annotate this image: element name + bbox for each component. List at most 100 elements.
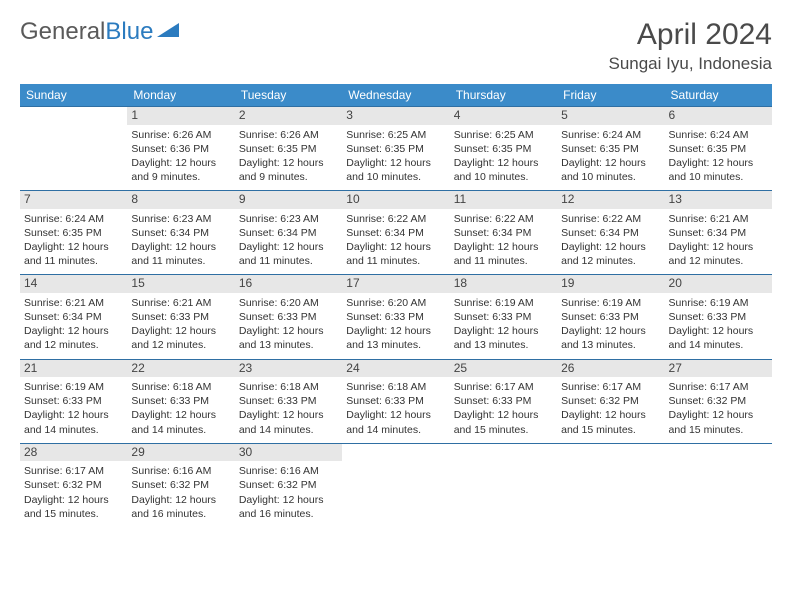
daylight-text: Daylight: 12 hours and 12 minutes.	[131, 324, 230, 352]
sunrise-text: Sunrise: 6:21 AM	[131, 296, 230, 310]
weekday-header: Friday	[557, 84, 664, 107]
sunrise-text: Sunrise: 6:17 AM	[454, 380, 553, 394]
daylight-text: Daylight: 12 hours and 14 minutes.	[669, 324, 768, 352]
sunset-text: Sunset: 6:34 PM	[561, 226, 660, 240]
day-content-cell: Sunrise: 6:17 AMSunset: 6:32 PMDaylight:…	[665, 377, 772, 443]
day-content-cell: Sunrise: 6:22 AMSunset: 6:34 PMDaylight:…	[450, 209, 557, 275]
sunset-text: Sunset: 6:32 PM	[669, 394, 768, 408]
sunrise-text: Sunrise: 6:16 AM	[239, 464, 338, 478]
sunset-text: Sunset: 6:33 PM	[239, 394, 338, 408]
daylight-text: Daylight: 12 hours and 13 minutes.	[561, 324, 660, 352]
day-number-cell: 24	[342, 359, 449, 377]
day-content-cell: Sunrise: 6:24 AMSunset: 6:35 PMDaylight:…	[665, 125, 772, 191]
daylight-text: Daylight: 12 hours and 15 minutes.	[669, 408, 768, 436]
day-content-row: Sunrise: 6:17 AMSunset: 6:32 PMDaylight:…	[20, 461, 772, 527]
sunset-text: Sunset: 6:33 PM	[239, 310, 338, 324]
day-content-cell: Sunrise: 6:18 AMSunset: 6:33 PMDaylight:…	[235, 377, 342, 443]
sunrise-text: Sunrise: 6:22 AM	[346, 212, 445, 226]
daylight-text: Daylight: 12 hours and 15 minutes.	[454, 408, 553, 436]
calendar-body: 123456Sunrise: 6:26 AMSunset: 6:36 PMDay…	[20, 107, 772, 528]
sunset-text: Sunset: 6:33 PM	[561, 310, 660, 324]
title-block: April 2024 Sungai Iyu, Indonesia	[608, 18, 772, 74]
day-number-cell	[557, 443, 664, 461]
day-number-cell: 8	[127, 191, 234, 209]
day-number-cell: 21	[20, 359, 127, 377]
day-number-cell: 3	[342, 107, 449, 125]
calendar-table: Sunday Monday Tuesday Wednesday Thursday…	[20, 84, 772, 527]
day-number-cell: 6	[665, 107, 772, 125]
sunset-text: Sunset: 6:34 PM	[131, 226, 230, 240]
day-number-cell	[342, 443, 449, 461]
day-number-cell: 13	[665, 191, 772, 209]
sunrise-text: Sunrise: 6:23 AM	[131, 212, 230, 226]
day-content-cell: Sunrise: 6:19 AMSunset: 6:33 PMDaylight:…	[665, 293, 772, 359]
sunrise-text: Sunrise: 6:19 AM	[561, 296, 660, 310]
weekday-header: Thursday	[450, 84, 557, 107]
day-content-cell: Sunrise: 6:19 AMSunset: 6:33 PMDaylight:…	[450, 293, 557, 359]
day-number-cell: 14	[20, 275, 127, 293]
day-content-cell: Sunrise: 6:25 AMSunset: 6:35 PMDaylight:…	[450, 125, 557, 191]
sunset-text: Sunset: 6:32 PM	[561, 394, 660, 408]
day-content-cell: Sunrise: 6:26 AMSunset: 6:35 PMDaylight:…	[235, 125, 342, 191]
daylight-text: Daylight: 12 hours and 14 minutes.	[24, 408, 123, 436]
daylight-text: Daylight: 12 hours and 11 minutes.	[454, 240, 553, 268]
daylight-text: Daylight: 12 hours and 11 minutes.	[239, 240, 338, 268]
brand-logo: GeneralBlue	[20, 18, 183, 46]
sunset-text: Sunset: 6:32 PM	[239, 478, 338, 492]
sunrise-text: Sunrise: 6:18 AM	[346, 380, 445, 394]
day-content-cell: Sunrise: 6:20 AMSunset: 6:33 PMDaylight:…	[342, 293, 449, 359]
sunrise-text: Sunrise: 6:26 AM	[131, 128, 230, 142]
day-content-cell	[557, 461, 664, 527]
day-number-cell	[450, 443, 557, 461]
sunrise-text: Sunrise: 6:26 AM	[239, 128, 338, 142]
logo-triangle-icon	[157, 18, 183, 46]
day-content-cell: Sunrise: 6:22 AMSunset: 6:34 PMDaylight:…	[342, 209, 449, 275]
day-number-cell: 27	[665, 359, 772, 377]
day-content-cell	[450, 461, 557, 527]
daylight-text: Daylight: 12 hours and 10 minutes.	[454, 156, 553, 184]
daylight-text: Daylight: 12 hours and 10 minutes.	[669, 156, 768, 184]
daylight-text: Daylight: 12 hours and 11 minutes.	[346, 240, 445, 268]
daylight-text: Daylight: 12 hours and 14 minutes.	[239, 408, 338, 436]
weekday-header: Saturday	[665, 84, 772, 107]
sunrise-text: Sunrise: 6:18 AM	[239, 380, 338, 394]
sunrise-text: Sunrise: 6:21 AM	[669, 212, 768, 226]
day-number-cell: 11	[450, 191, 557, 209]
day-number-cell: 16	[235, 275, 342, 293]
sunrise-text: Sunrise: 6:24 AM	[669, 128, 768, 142]
daylight-text: Daylight: 12 hours and 12 minutes.	[669, 240, 768, 268]
day-number-cell: 30	[235, 443, 342, 461]
sunset-text: Sunset: 6:33 PM	[454, 310, 553, 324]
day-number-cell: 18	[450, 275, 557, 293]
daylight-text: Daylight: 12 hours and 14 minutes.	[131, 408, 230, 436]
sunset-text: Sunset: 6:34 PM	[346, 226, 445, 240]
sunset-text: Sunset: 6:35 PM	[669, 142, 768, 156]
day-content-cell: Sunrise: 6:21 AMSunset: 6:34 PMDaylight:…	[20, 293, 127, 359]
sunrise-text: Sunrise: 6:17 AM	[561, 380, 660, 394]
daylight-text: Daylight: 12 hours and 13 minutes.	[239, 324, 338, 352]
day-content-cell: Sunrise: 6:17 AMSunset: 6:32 PMDaylight:…	[20, 461, 127, 527]
sunset-text: Sunset: 6:33 PM	[346, 394, 445, 408]
day-content-cell: Sunrise: 6:21 AMSunset: 6:34 PMDaylight:…	[665, 209, 772, 275]
sunrise-text: Sunrise: 6:24 AM	[24, 212, 123, 226]
day-content-row: Sunrise: 6:24 AMSunset: 6:35 PMDaylight:…	[20, 209, 772, 275]
daylight-text: Daylight: 12 hours and 11 minutes.	[24, 240, 123, 268]
sunset-text: Sunset: 6:32 PM	[24, 478, 123, 492]
sunrise-text: Sunrise: 6:19 AM	[24, 380, 123, 394]
sunrise-text: Sunrise: 6:17 AM	[24, 464, 123, 478]
day-content-cell: Sunrise: 6:19 AMSunset: 6:33 PMDaylight:…	[557, 293, 664, 359]
day-number-cell: 26	[557, 359, 664, 377]
day-content-cell: Sunrise: 6:26 AMSunset: 6:36 PMDaylight:…	[127, 125, 234, 191]
day-content-cell: Sunrise: 6:18 AMSunset: 6:33 PMDaylight:…	[342, 377, 449, 443]
daylight-text: Daylight: 12 hours and 11 minutes.	[131, 240, 230, 268]
sunset-text: Sunset: 6:34 PM	[454, 226, 553, 240]
day-content-cell	[20, 125, 127, 191]
sunrise-text: Sunrise: 6:19 AM	[669, 296, 768, 310]
day-number-cell: 12	[557, 191, 664, 209]
daylight-text: Daylight: 12 hours and 13 minutes.	[346, 324, 445, 352]
day-number-cell: 10	[342, 191, 449, 209]
day-content-cell: Sunrise: 6:23 AMSunset: 6:34 PMDaylight:…	[235, 209, 342, 275]
day-number-cell: 15	[127, 275, 234, 293]
weekday-header: Monday	[127, 84, 234, 107]
weekday-header: Tuesday	[235, 84, 342, 107]
